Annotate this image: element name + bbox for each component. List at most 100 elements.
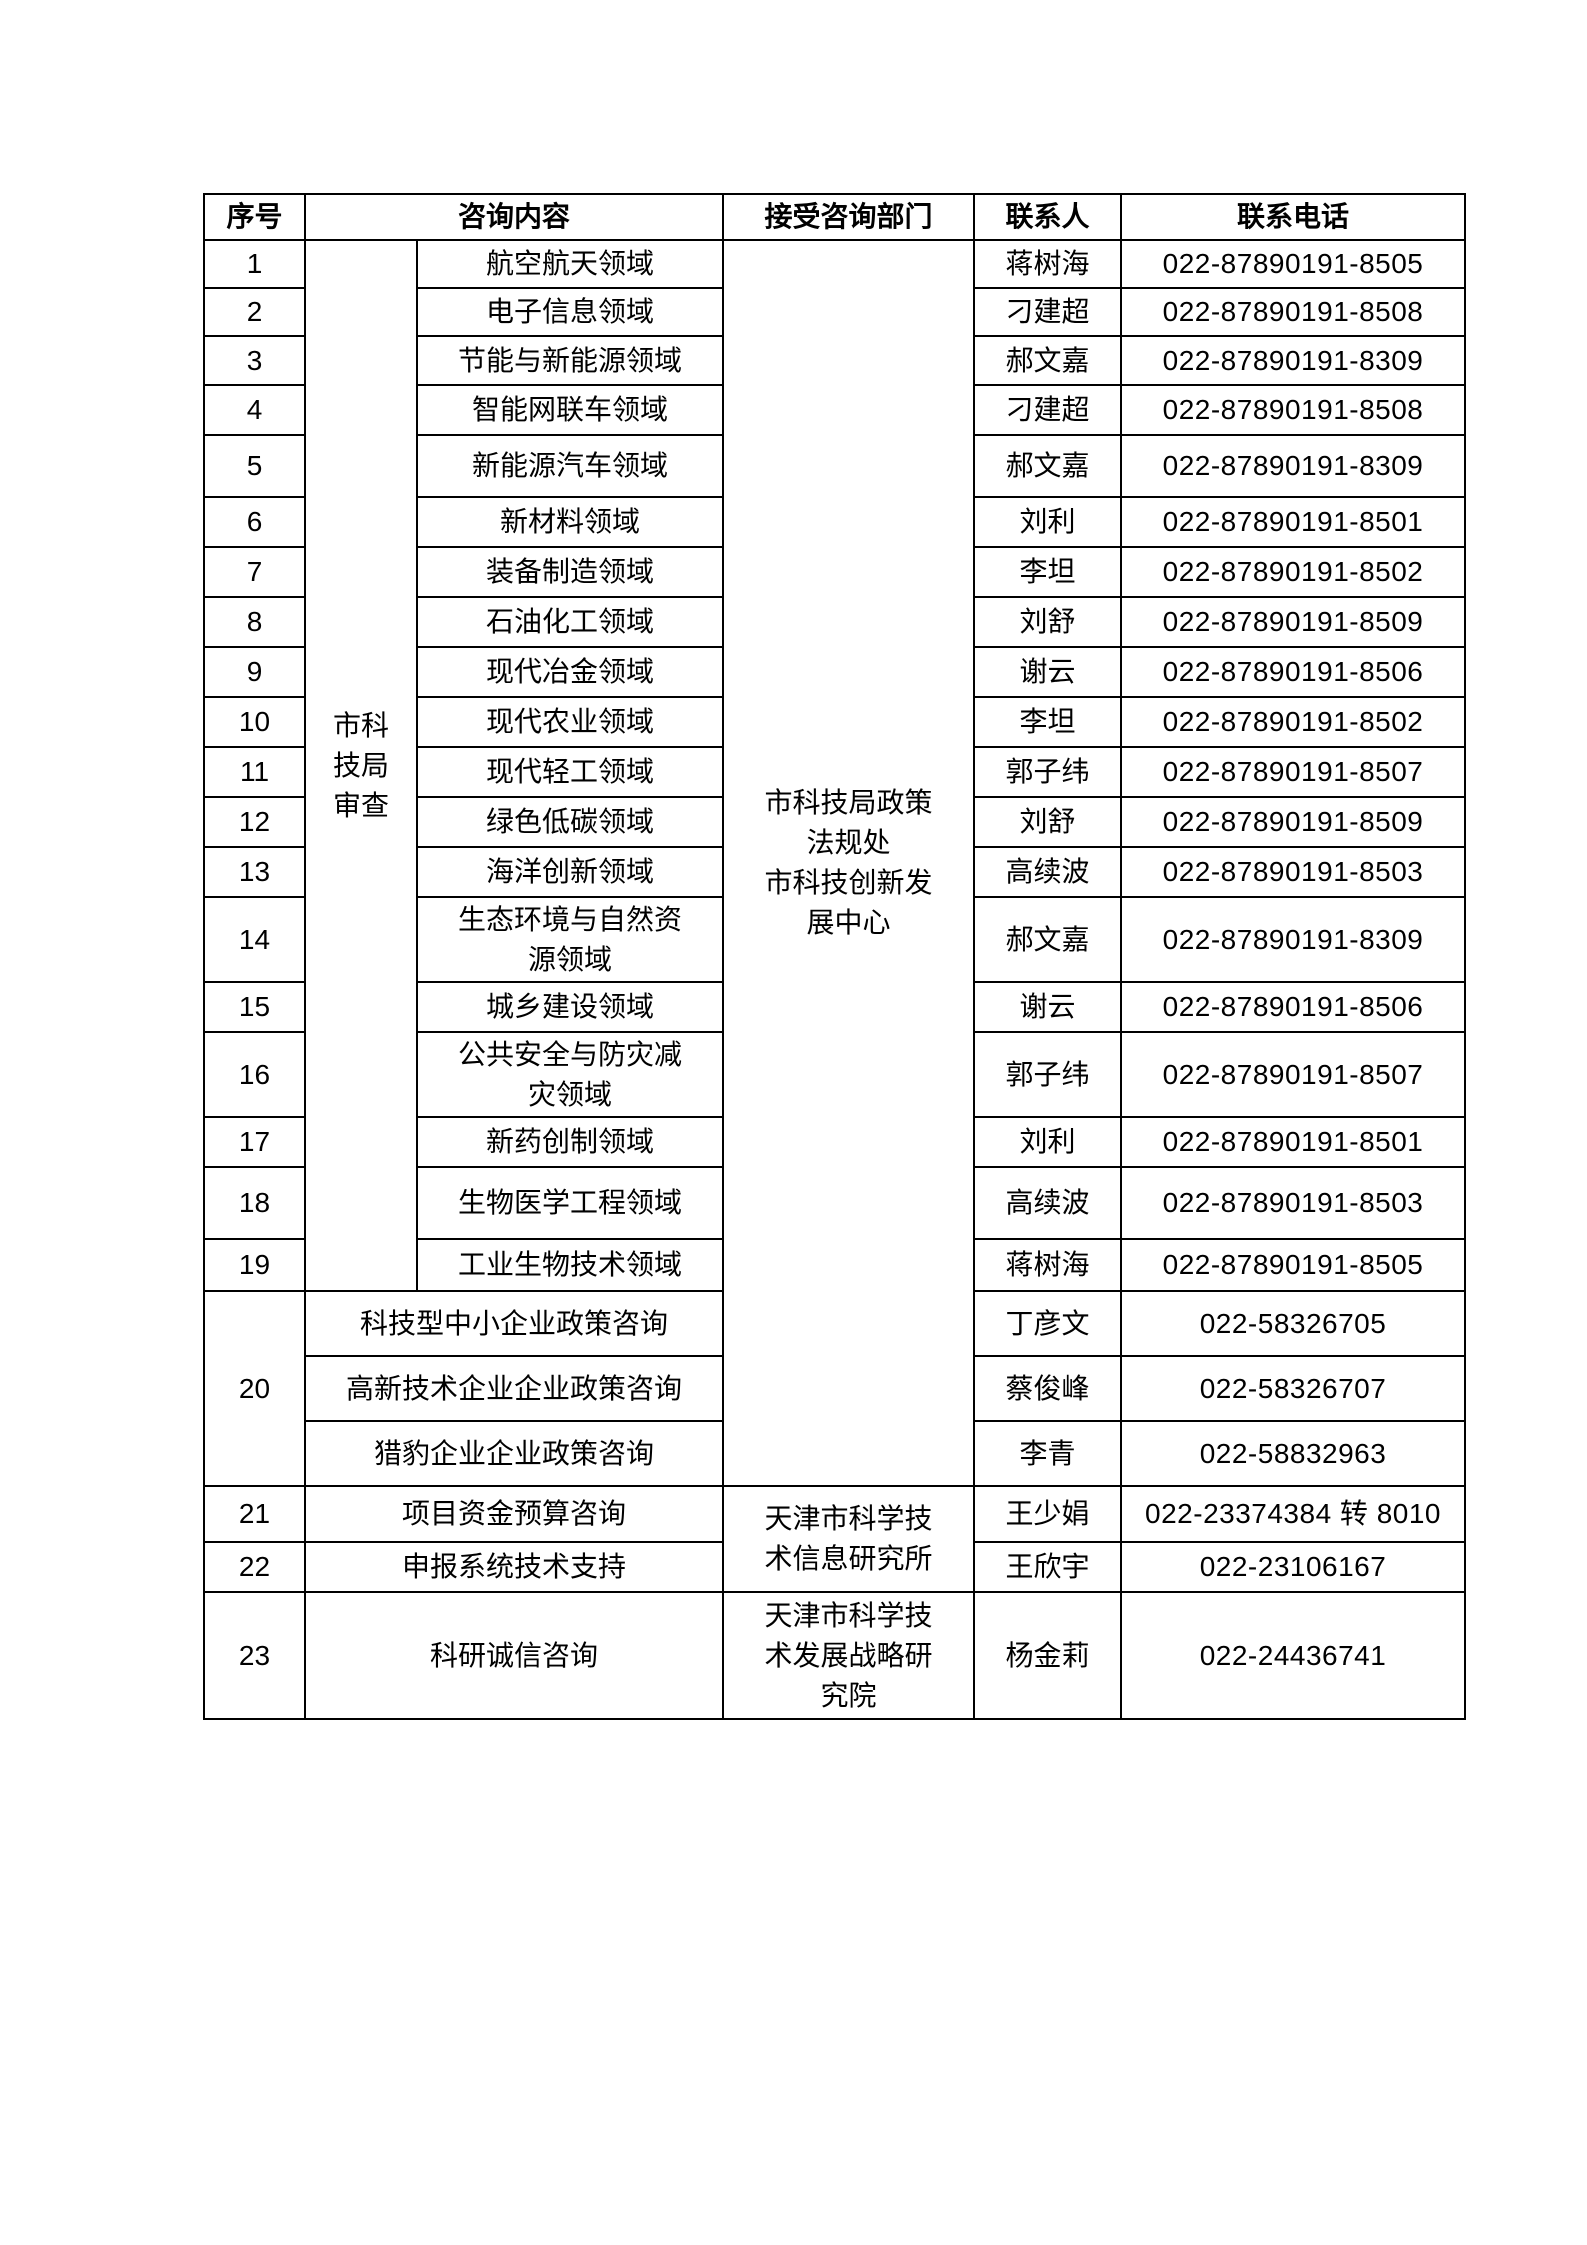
table-row: 3 节能与新能源领域 郝文嘉 022-87890191-8309 xyxy=(203,335,1467,386)
phone-number: 022-87890191-8509 xyxy=(1120,796,1467,848)
contact-person: 李青 xyxy=(973,1420,1123,1487)
contact-person: 刘舒 xyxy=(973,796,1123,848)
phone-number: 022-87890191-8503 xyxy=(1120,1166,1467,1240)
consult-content: 高新技术企业企业政策咨询 xyxy=(303,1355,725,1422)
row-number: 5 xyxy=(203,434,306,498)
row-number: 6 xyxy=(203,496,306,548)
consult-content: 现代冶金领域 xyxy=(415,646,725,698)
row-number: 18 xyxy=(203,1166,306,1240)
phone-number: 022-87890191-8501 xyxy=(1120,496,1467,548)
consult-content: 新药创制领域 xyxy=(415,1116,725,1168)
consult-content: 科技型中小企业政策咨询 xyxy=(303,1290,725,1357)
contact-person: 郝文嘉 xyxy=(973,434,1123,498)
phone-number: 022-87890191-8508 xyxy=(1120,287,1467,337)
consult-content: 科研诚信咨询 xyxy=(303,1591,725,1720)
contact-person: 李坦 xyxy=(973,696,1123,748)
table-row: 20 科技型中小企业政策咨询 丁彦文 022-58326705 xyxy=(203,1290,1467,1487)
consult-content: 新材料领域 xyxy=(415,496,725,548)
row-number: 20 xyxy=(203,1290,306,1487)
table-row: 22 申报系统技术支持 王欣宇 022-23106167 xyxy=(203,1541,1467,1593)
row-number: 10 xyxy=(203,696,306,748)
contact-person: 高续波 xyxy=(973,1166,1123,1240)
row-number: 8 xyxy=(203,596,306,648)
table-row: 14 生态环境与自然资 源领域 郝文嘉 022-87890191-8309 xyxy=(203,896,1467,983)
header-content: 咨询内容 xyxy=(303,193,725,241)
table-row: 16 公共安全与防灾减 灾领域 郭子纬 022-87890191-8507 xyxy=(203,1031,1467,1118)
consult-content: 城乡建设领域 xyxy=(415,981,725,1033)
consult-content: 新能源汽车领域 xyxy=(415,434,725,498)
consult-content: 智能网联车领域 xyxy=(415,384,725,436)
contact-person: 谢云 xyxy=(973,646,1123,698)
row-number: 2 xyxy=(203,287,306,337)
table-row: 高新技术企业企业政策咨询 蔡俊峰 022-58326707 xyxy=(204,1355,1467,1422)
contact-person: 杨金莉 xyxy=(973,1591,1123,1720)
consult-content: 石油化工领域 xyxy=(415,596,725,648)
phone-number: 022-87890191-8309 xyxy=(1120,896,1467,983)
row-number: 1 xyxy=(203,239,306,289)
consult-content: 海洋创新领域 xyxy=(415,846,725,898)
phone-number: 022-87890191-8506 xyxy=(1120,646,1467,698)
consult-content: 公共安全与防灾减 灾领域 xyxy=(415,1031,725,1118)
contact-person: 刘舒 xyxy=(973,596,1123,648)
phone-number: 022-23106167 xyxy=(1120,1541,1467,1593)
contact-person: 郝文嘉 xyxy=(973,896,1123,983)
row-number: 21 xyxy=(203,1485,306,1543)
consult-content: 工业生物技术领域 xyxy=(415,1238,725,1292)
table-row: 2 电子信息领域 刁建超 022-87890191-8508 xyxy=(203,287,1467,337)
table-row: 6 新材料领域 刘利 022-87890191-8501 xyxy=(203,496,1467,548)
contact-person: 王欣宇 xyxy=(973,1541,1123,1593)
contact-person: 郭子纬 xyxy=(973,746,1123,798)
department-cell: 天津市科学技 术信息研究所 xyxy=(722,1485,976,1593)
phone-number: 022-87890191-8501 xyxy=(1120,1116,1467,1168)
table-row: 21 项目资金预算咨询 天津市科学技 术信息研究所 王少娟 022-23374384 转… xyxy=(203,1485,1467,1593)
phone-number: 022-23374384 转 8010 xyxy=(1120,1485,1467,1543)
consult-content: 生物医学工程领域 xyxy=(415,1166,725,1240)
table-row: 8 石油化工领域 刘舒 022-87890191-8509 xyxy=(203,596,1467,648)
consult-content: 节能与新能源领域 xyxy=(415,335,725,386)
row-number: 7 xyxy=(203,546,306,598)
table-row: 1 市科 技局 审查 航空航天领域 市科技局政策 法规处 市科技创新发 展中心 蒋树海 0… xyxy=(203,239,1467,1487)
phone-number: 022-87890191-8505 xyxy=(1120,239,1467,289)
row-number: 3 xyxy=(203,335,306,386)
row-number: 13 xyxy=(203,846,306,898)
table-row: 10 现代农业领域 李坦 022-87890191-8502 xyxy=(203,696,1467,748)
row-number: 22 xyxy=(203,1541,306,1593)
phone-number: 022-87890191-8502 xyxy=(1120,546,1467,598)
row-number: 9 xyxy=(203,646,306,698)
consult-content: 申报系统技术支持 xyxy=(303,1541,725,1593)
table-row: 15 城乡建设领域 谢云 022-87890191-8506 xyxy=(203,981,1467,1033)
contact-person: 刘利 xyxy=(973,1116,1123,1168)
contact-person: 蒋树海 xyxy=(973,239,1123,289)
contact-person: 郝文嘉 xyxy=(973,335,1123,386)
consult-content: 生态环境与自然资 源领域 xyxy=(415,896,725,983)
phone-number: 022-87890191-8309 xyxy=(1120,335,1467,386)
table-row: 5 新能源汽车领域 郝文嘉 022-87890191-8309 xyxy=(203,434,1467,498)
consult-content: 猎豹企业企业政策咨询 xyxy=(303,1420,725,1487)
contact-person: 李坦 xyxy=(973,546,1123,598)
row-number: 17 xyxy=(203,1116,306,1168)
table-row: 猎豹企业企业政策咨询 李青 022-58832963 xyxy=(204,1420,1467,1487)
phone-number: 022-87890191-8506 xyxy=(1120,981,1467,1033)
table-row: 7 装备制造领域 李坦 022-87890191-8502 xyxy=(203,546,1467,598)
phone-number: 022-58832963 xyxy=(1120,1420,1467,1487)
header-phone: 联系电话 xyxy=(1120,193,1467,241)
row-number: 16 xyxy=(203,1031,306,1118)
header-seq: 序号 xyxy=(203,193,306,241)
table-row: 4 智能网联车领域 刁建超 022-87890191-8508 xyxy=(203,384,1467,436)
phone-number: 022-58326707 xyxy=(1120,1355,1467,1422)
department-cell: 市科技局政策 法规处 市科技创新发 展中心 xyxy=(722,239,976,1487)
consult-content: 装备制造领域 xyxy=(415,546,725,598)
contact-person: 刁建超 xyxy=(973,384,1123,436)
phone-number: 022-87890191-8508 xyxy=(1120,384,1467,436)
row-number: 14 xyxy=(203,896,306,983)
table-row: 19 工业生物技术领域 蒋树海 022-87890191-8505 xyxy=(203,1238,1467,1292)
table-row: 23 科研诚信咨询 天津市科学技 术发展战略研 究院 杨金莉 022-24436741 xyxy=(203,1591,1467,1720)
contact-person: 刘利 xyxy=(973,496,1123,548)
header-department: 接受咨询部门 xyxy=(722,193,976,241)
phone-number: 022-87890191-8503 xyxy=(1120,846,1467,898)
table-row: 18 生物医学工程领域 高续波 022-87890191-8503 xyxy=(203,1166,1467,1240)
table-row: 12 绿色低碳领域 刘舒 022-87890191-8509 xyxy=(203,796,1467,848)
consult-content: 航空航天领域 xyxy=(415,239,725,289)
row-number: 23 xyxy=(203,1591,306,1720)
row-number: 12 xyxy=(203,796,306,848)
